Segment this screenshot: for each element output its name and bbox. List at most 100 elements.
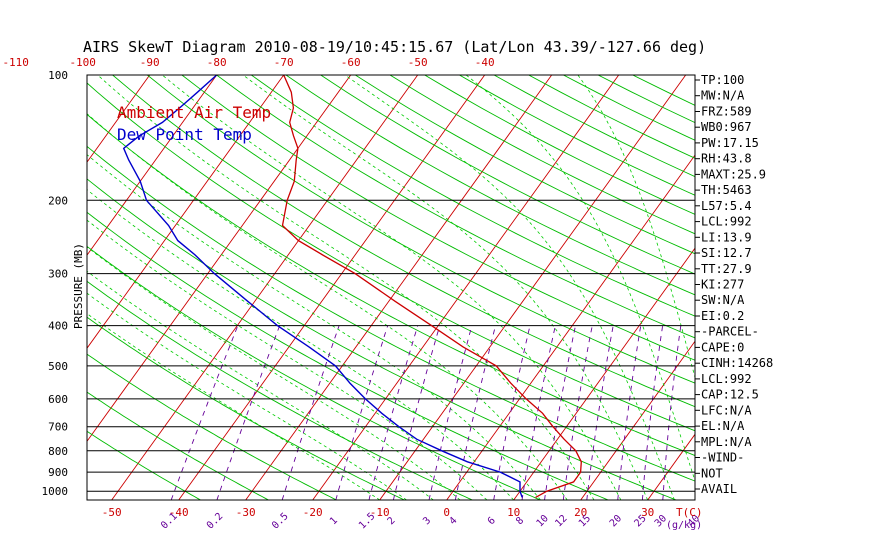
top-temp-tick-label: -70 <box>274 56 294 69</box>
stat-item: -PARCEL- <box>701 325 759 339</box>
moist-adiabat-line <box>87 246 461 500</box>
dry-adiabat-line <box>181 75 695 361</box>
bottom-temp-tick-label: -30 <box>236 506 256 519</box>
mixing-ratio-label: 4 <box>448 515 460 527</box>
bottom-temp-tick-label: -50 <box>102 506 122 519</box>
isotherm-line <box>0 75 16 500</box>
stat-item: LCL:992 <box>701 215 752 229</box>
top-temp-tick-label: -110 <box>2 56 29 69</box>
moist-adiabat-line <box>87 270 434 500</box>
temp-unit-label: T(C) <box>676 506 703 519</box>
stat-item: CAPE:0 <box>701 340 744 354</box>
dry-adiabat-line <box>355 75 695 255</box>
moist-adiabat-line <box>344 75 675 500</box>
stat-item: TP:100 <box>701 73 744 87</box>
mixing-ratio-line <box>454 325 496 500</box>
isotherm-line <box>111 75 419 500</box>
isotherm-line <box>782 75 870 500</box>
stat-item: FRZ:589 <box>701 105 752 119</box>
bottom-temp-tick-label: -10 <box>370 506 390 519</box>
mixing-ratio-line <box>392 325 441 500</box>
stat-item: CINH:14268 <box>701 356 773 370</box>
stat-item: SI:12.7 <box>701 246 752 260</box>
stat-item: EI:0.2 <box>701 309 744 323</box>
mixing-unit-label: (g/kg) <box>666 520 702 531</box>
chart-title: AIRS SkewT Diagram 2010-08-19/10:45:15.6… <box>83 38 706 56</box>
isotherm-line <box>87 75 285 349</box>
mixing-ratio-line <box>281 325 340 500</box>
mixing-ratio-label: 6 <box>486 515 498 527</box>
dry-adiabat-line <box>459 75 695 196</box>
legend: Ambient Air Temp Dew Point Temp <box>117 103 271 144</box>
stat-item: EL:N/A <box>701 419 745 433</box>
dry-adiabat-line <box>87 430 201 500</box>
isotherm-line <box>849 75 870 500</box>
moist-adiabat-line <box>465 75 695 482</box>
mixing-ratio-line <box>493 325 531 500</box>
mixing-ratio-label: 10 <box>535 513 551 529</box>
moist-adiabat-line <box>87 113 568 500</box>
mixing-ratio-line <box>521 325 556 500</box>
mixing-ratio-label: 1 <box>328 515 340 527</box>
isotherm-line <box>245 75 553 500</box>
pressure-tick-label: 500 <box>48 360 68 373</box>
mixing-ratio-label: 3 <box>421 515 433 527</box>
bottom-temp-tick-label: -20 <box>303 506 323 519</box>
isotherm-line <box>0 75 83 500</box>
stat-item: WB0:967 <box>701 120 752 134</box>
isobar-lines <box>87 75 695 492</box>
stat-item: RH:43.8 <box>701 152 752 166</box>
isotherm-line <box>87 75 151 163</box>
mixing-ratio-line <box>562 325 593 500</box>
top-temp-tick-label: -40 <box>475 56 495 69</box>
moist-adiabat-line <box>87 154 541 500</box>
stat-item: TH:5463 <box>701 183 752 197</box>
stat-item: -WIND- <box>701 451 744 465</box>
pressure-tick-label: 800 <box>48 445 68 458</box>
isotherm-line <box>513 247 695 500</box>
bottom-temp-tick-label: 0 <box>443 506 450 519</box>
stat-item: KI:277 <box>701 278 744 292</box>
isotherm-line <box>312 75 620 500</box>
pressure-tick-labels: 100 200 300 400 500 600 700 800 900 1000 <box>42 69 69 498</box>
stat-item: PW:17.15 <box>701 136 759 150</box>
stat-item: LI:13.9 <box>701 230 752 244</box>
mixing-ratio-label: 2 <box>386 515 398 527</box>
dry-adiabat-line <box>87 280 473 500</box>
sounding-series <box>122 75 582 498</box>
stat-item: CAP:12.5 <box>701 388 759 402</box>
stat-item: SW:N/A <box>701 293 745 307</box>
mixing-ratio-label: 0.2 <box>205 511 226 532</box>
mixing-ratio-label: 0.5 <box>270 511 291 532</box>
mixing-ratio-label: 12 <box>553 513 569 529</box>
moist-adiabat-line <box>87 292 407 500</box>
stat-item: MAXT:25.9 <box>701 167 766 181</box>
dry-adiabat-line <box>112 75 695 408</box>
moist-adiabat-line <box>161 75 622 500</box>
bottom-temp-tick-label: 10 <box>507 506 520 519</box>
pressure-tick-label: 300 <box>48 268 68 281</box>
moist-adiabat-line <box>87 189 514 500</box>
bottom-temp-tick-label: 30 <box>641 506 654 519</box>
top-temp-tick-labels: -120-110-100-90-80-70-60-50-40 <box>2 56 495 69</box>
bottom-temp-tick-label: 20 <box>574 506 587 519</box>
moist-adiabat-line <box>242 75 649 500</box>
stat-item: L57:5.4 <box>701 199 752 213</box>
mixing-ratio-lines <box>170 325 682 500</box>
mixing-ratio-line <box>335 325 389 500</box>
mixing-ratio-line <box>544 325 576 500</box>
stat-item: LFC:N/A <box>701 403 752 417</box>
mixing-ratio-label: 8 <box>514 515 526 527</box>
dry-adiabat-line <box>251 75 695 317</box>
mixing-ratio-line <box>216 325 281 500</box>
mixing-ratio-line <box>662 325 682 500</box>
dry-adiabat-line <box>87 391 269 500</box>
mixing-ratio-line <box>170 325 239 500</box>
top-temp-tick-label: -90 <box>140 56 160 69</box>
pressure-tick-label: 400 <box>48 320 68 333</box>
mixing-ratio-line <box>617 325 642 500</box>
mixing-ratio-line <box>368 325 419 500</box>
dry-adiabat-line <box>320 75 695 275</box>
mixing-ratio-line <box>586 325 614 500</box>
